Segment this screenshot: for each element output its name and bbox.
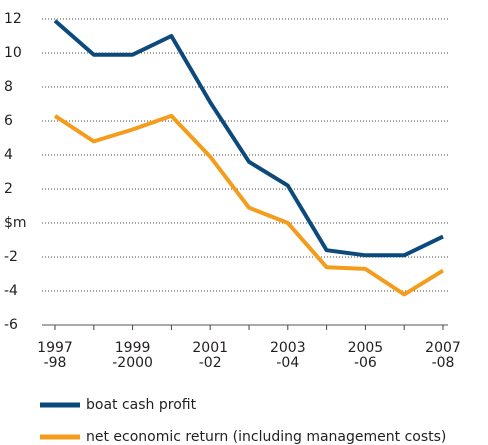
y-tick-label: 6 — [4, 113, 13, 129]
y-tick-label: $m — [4, 215, 27, 231]
x-tick-label: -08 — [432, 355, 455, 371]
x-tick-label: -06 — [354, 355, 377, 371]
x-tick-label: 1997 — [37, 340, 73, 356]
x-tick-label: -02 — [199, 355, 222, 371]
legend-label: net economic return (including managemen… — [86, 429, 446, 445]
y-tick-label: -2 — [4, 249, 18, 265]
series-line — [53, 113, 445, 297]
x-tick-label: -2000 — [112, 355, 153, 371]
y-tick-label: 10 — [4, 45, 22, 61]
x-tick-label: 2003 — [270, 340, 306, 356]
series-line — [53, 19, 444, 258]
y-tick-label: 4 — [4, 147, 13, 163]
legend-label: boat cash profit — [86, 397, 197, 413]
y-tick-label: -4 — [4, 283, 18, 299]
x-tick-label: -04 — [276, 355, 299, 371]
x-tick-label: 2007 — [425, 340, 461, 356]
x-tick-label: 2005 — [348, 340, 384, 356]
x-tick-label: -98 — [44, 355, 67, 371]
x-tick-label: 1999 — [115, 340, 151, 356]
y-tick-label: 2 — [4, 181, 13, 197]
y-tick-label: 8 — [4, 79, 13, 95]
y-tick-label: 12 — [4, 11, 22, 27]
y-tick-label: -6 — [4, 317, 18, 333]
x-tick-label: 2001 — [192, 340, 228, 356]
